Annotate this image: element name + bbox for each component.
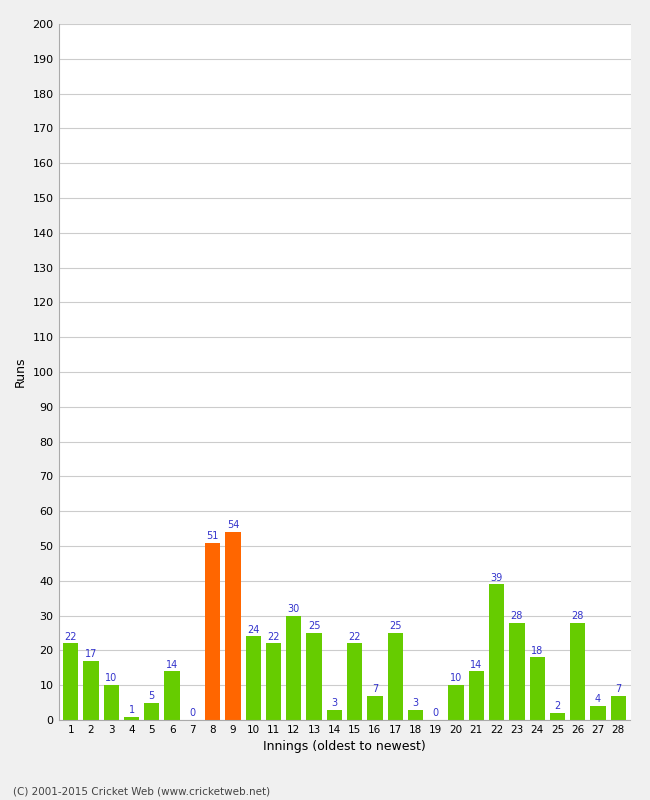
Text: 7: 7 <box>372 684 378 694</box>
Text: 14: 14 <box>166 659 178 670</box>
Bar <box>590 706 606 720</box>
Text: 24: 24 <box>247 625 259 634</box>
Text: 51: 51 <box>207 530 219 541</box>
Text: (C) 2001-2015 Cricket Web (www.cricketweb.net): (C) 2001-2015 Cricket Web (www.cricketwe… <box>13 786 270 796</box>
Bar <box>144 702 159 720</box>
Bar <box>63 643 78 720</box>
Bar <box>124 717 139 720</box>
Text: 22: 22 <box>348 632 361 642</box>
Bar <box>530 658 545 720</box>
Text: 28: 28 <box>571 611 584 621</box>
Text: 22: 22 <box>64 632 77 642</box>
Bar <box>489 584 504 720</box>
X-axis label: Innings (oldest to newest): Innings (oldest to newest) <box>263 741 426 754</box>
Text: 0: 0 <box>189 708 196 718</box>
Bar <box>469 671 484 720</box>
Text: 22: 22 <box>267 632 280 642</box>
Bar <box>347 643 362 720</box>
Bar <box>286 616 302 720</box>
Text: 25: 25 <box>308 622 320 631</box>
Bar <box>408 710 423 720</box>
Text: 5: 5 <box>149 691 155 701</box>
Bar <box>103 685 119 720</box>
Bar <box>164 671 179 720</box>
Bar <box>448 685 463 720</box>
Bar <box>611 696 626 720</box>
Y-axis label: Runs: Runs <box>14 357 27 387</box>
Bar <box>550 713 565 720</box>
Text: 30: 30 <box>288 604 300 614</box>
Bar <box>570 622 586 720</box>
Bar <box>246 637 261 720</box>
Text: 7: 7 <box>615 684 621 694</box>
Text: 3: 3 <box>413 698 419 708</box>
Text: 54: 54 <box>227 520 239 530</box>
Text: 3: 3 <box>332 698 337 708</box>
Bar <box>266 643 281 720</box>
Text: 28: 28 <box>511 611 523 621</box>
Bar <box>510 622 525 720</box>
Text: 0: 0 <box>433 708 439 718</box>
Text: 18: 18 <box>531 646 543 656</box>
Bar <box>327 710 342 720</box>
Text: 39: 39 <box>491 573 502 582</box>
Bar <box>387 633 403 720</box>
Text: 10: 10 <box>105 674 118 683</box>
Text: 1: 1 <box>129 705 135 714</box>
Text: 25: 25 <box>389 622 402 631</box>
Bar <box>205 542 220 720</box>
Text: 17: 17 <box>84 649 97 659</box>
Text: 10: 10 <box>450 674 462 683</box>
Bar <box>306 633 322 720</box>
Text: 4: 4 <box>595 694 601 704</box>
Bar <box>226 532 240 720</box>
Text: 14: 14 <box>470 659 482 670</box>
Text: 2: 2 <box>554 702 560 711</box>
Bar <box>367 696 383 720</box>
Bar <box>83 661 99 720</box>
